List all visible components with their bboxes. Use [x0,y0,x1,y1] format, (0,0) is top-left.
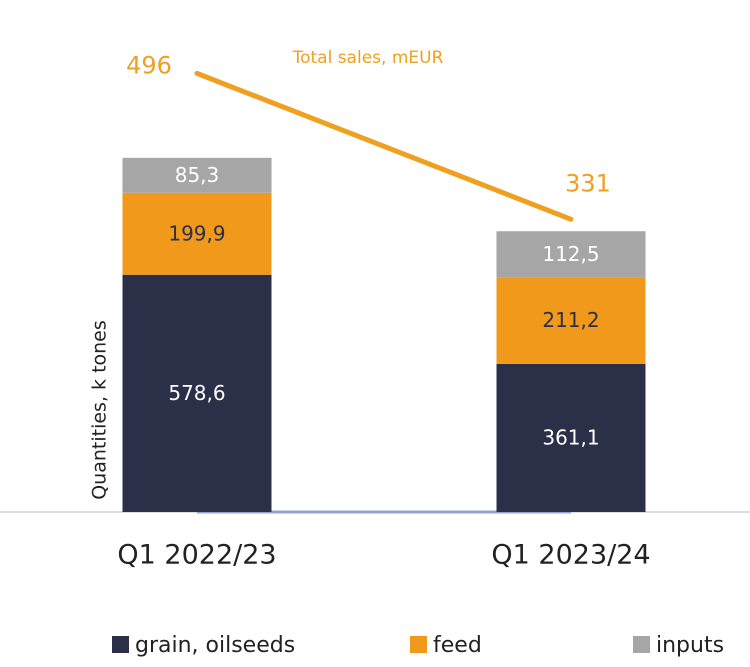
bar-segment [496,363,646,512]
line [194,70,574,222]
legend-label: feed [433,633,482,658]
y-axis-label: Quantities, k tones [89,320,111,500]
data-label: 361,1 [542,425,599,449]
data-label: 112,5 [542,242,599,266]
data-label: 578,6 [168,381,225,405]
bar-segment [122,192,272,275]
legend-swatch [410,636,427,653]
x-tick-label: Q1 2023/24 [491,540,650,571]
data-label: 199,9 [168,221,225,245]
data-label: 211,2 [542,308,599,332]
legend-swatch [112,636,129,653]
bar-segment [496,277,646,364]
bar-segment [122,157,272,193]
bar-segment [122,274,272,512]
x-tick-label: Q1 2022/23 [117,540,276,571]
bar-segment [496,231,646,278]
legend-label: grain, oilseeds [135,633,295,658]
legend-swatch [633,636,650,653]
line-label: 496 [126,51,172,79]
data-label: 85,3 [175,163,220,187]
line-name: Total sales, mEUR [292,48,444,68]
legend-label: inputs [656,633,724,658]
line-label: 331 [565,169,611,197]
